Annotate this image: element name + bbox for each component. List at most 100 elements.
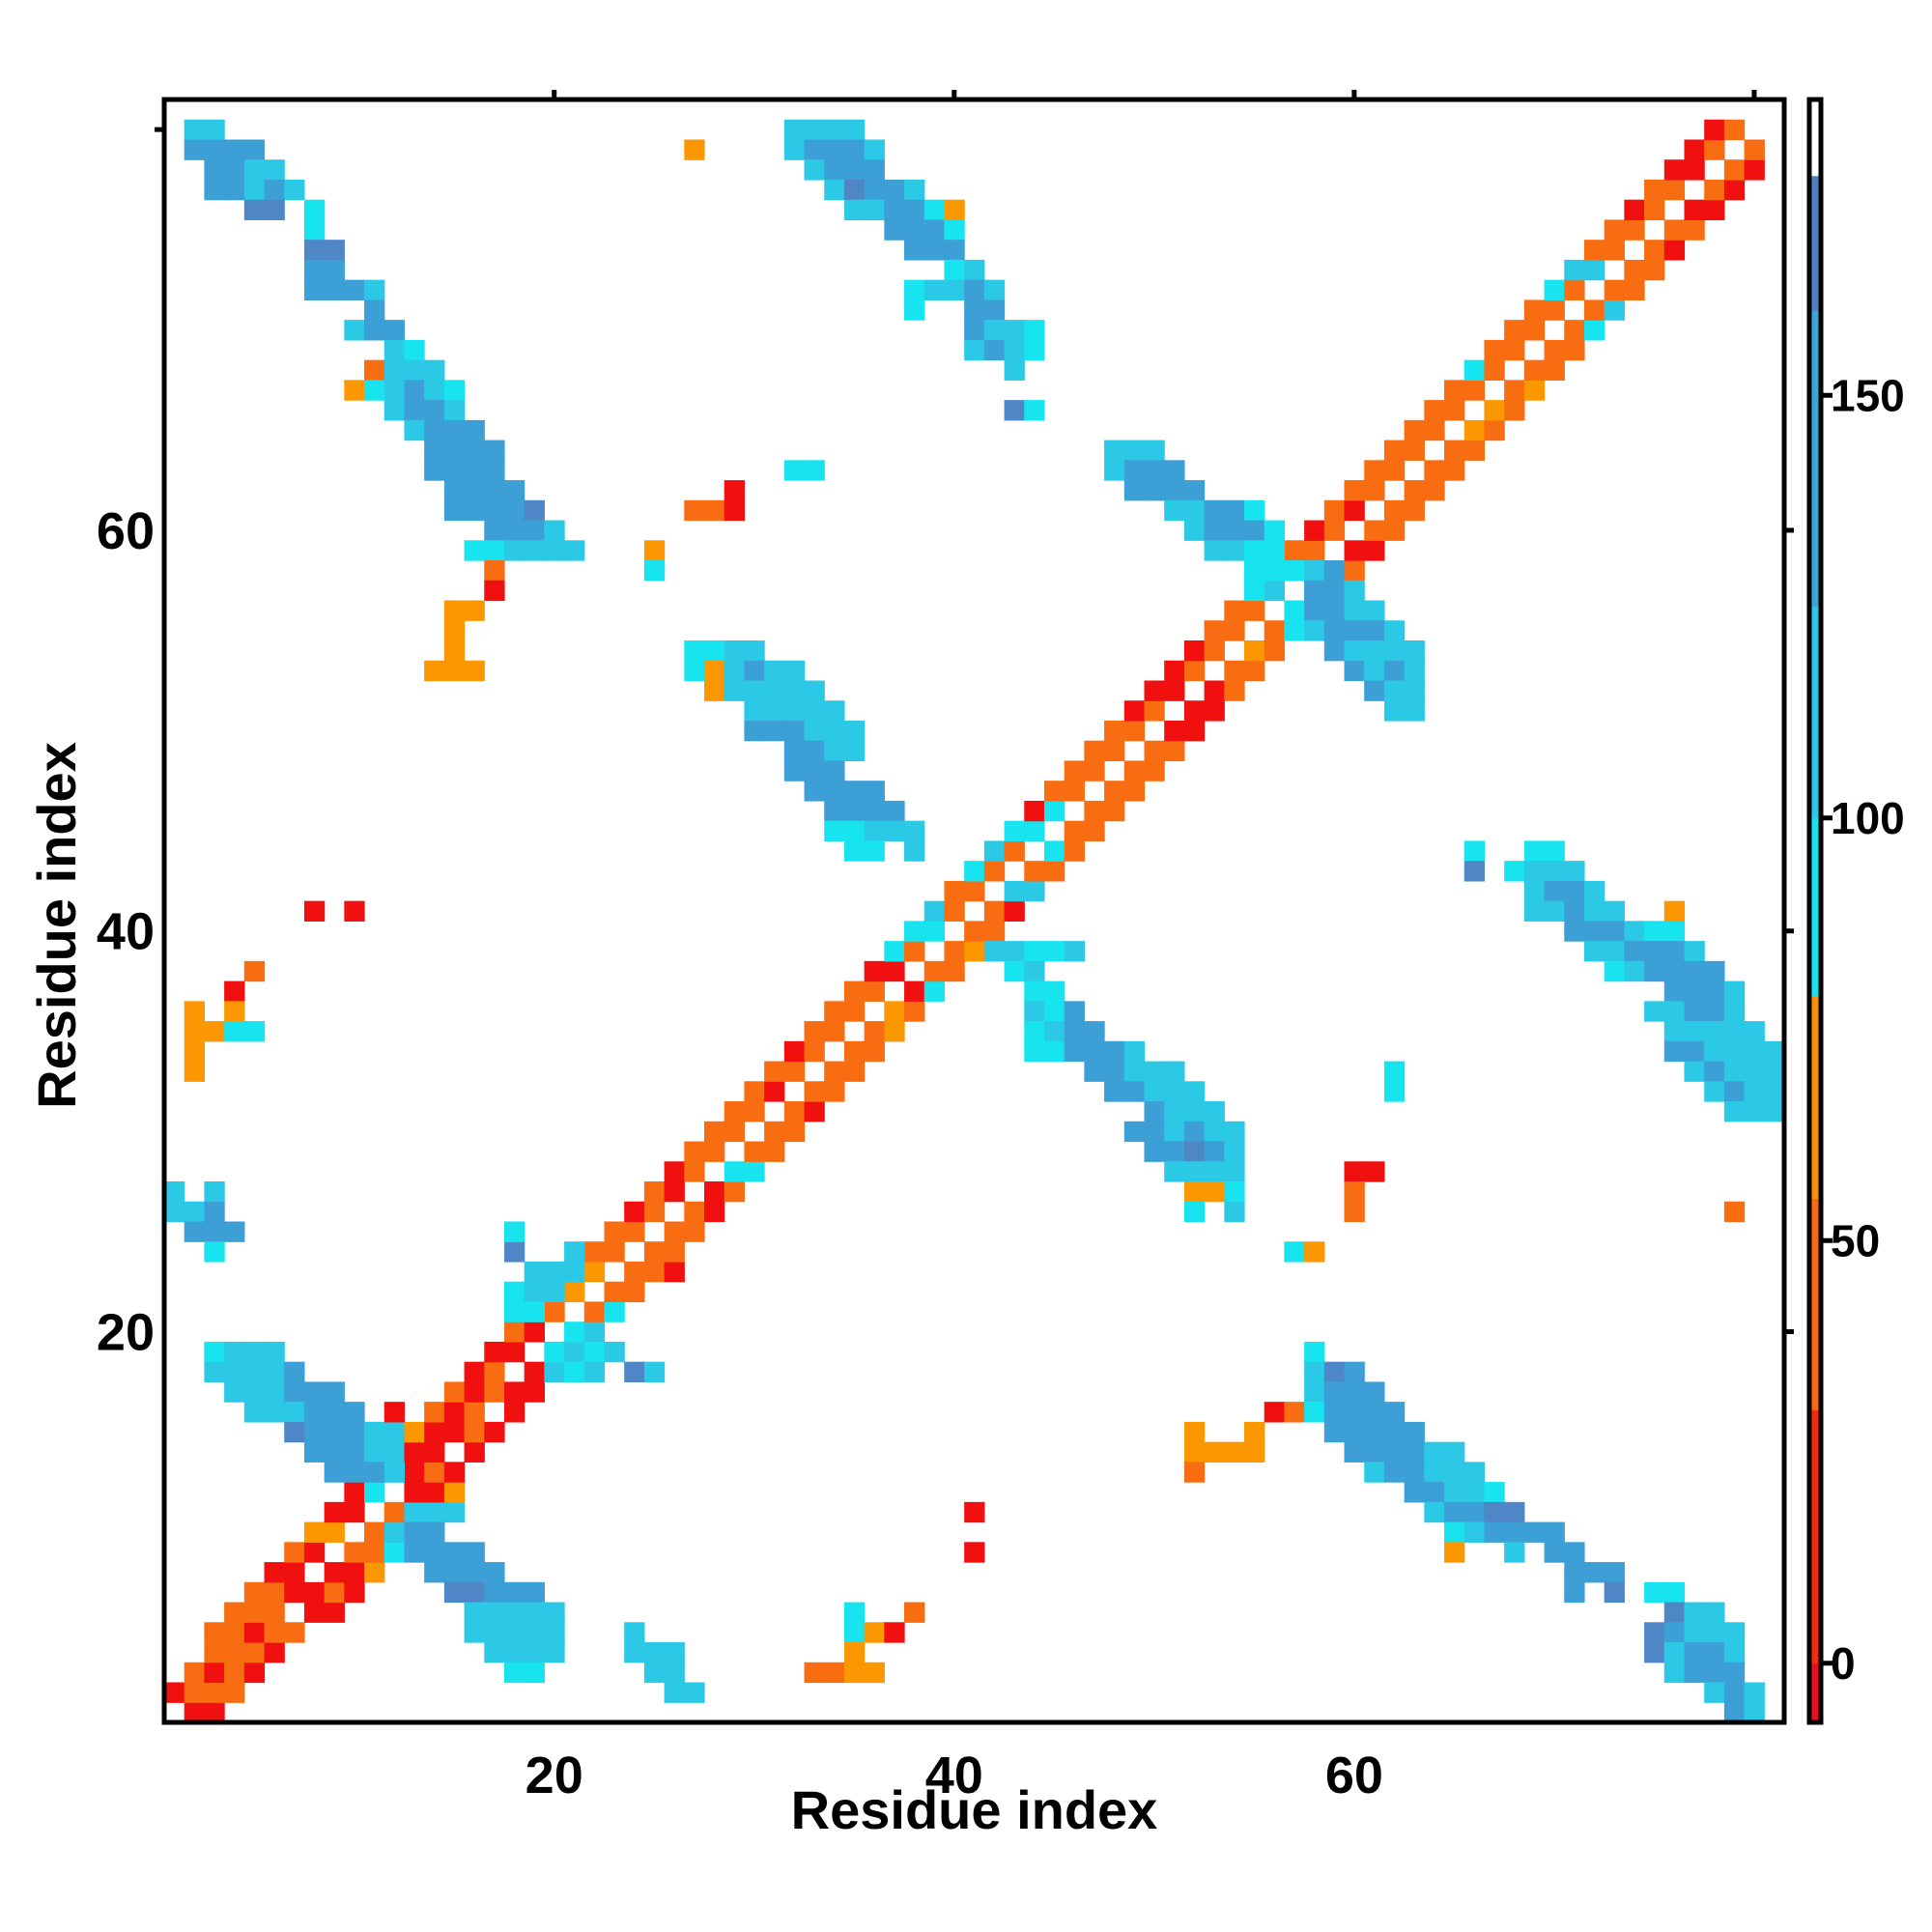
heatmap-cell bbox=[1463, 1462, 1486, 1483]
heatmap-cell bbox=[1204, 1441, 1225, 1463]
heatmap-cell bbox=[664, 1181, 685, 1203]
heatmap-cell bbox=[664, 1161, 685, 1182]
heatmap-cell bbox=[964, 880, 985, 902]
heatmap-cell bbox=[443, 1381, 466, 1403]
heatmap-cell bbox=[843, 1040, 866, 1063]
heatmap-cell bbox=[1484, 339, 1505, 361]
heatmap-cell bbox=[684, 1221, 705, 1242]
heatmap-cell bbox=[964, 1501, 985, 1523]
heatmap-cell bbox=[1024, 320, 1045, 341]
heatmap-cell bbox=[804, 460, 825, 481]
heatmap-cell bbox=[804, 1040, 825, 1063]
heatmap-cell bbox=[843, 1001, 866, 1022]
heatmap-cell bbox=[1463, 1482, 1486, 1503]
heatmap-cell bbox=[1304, 600, 1325, 621]
heatmap-cell bbox=[1004, 359, 1025, 381]
heatmap-cell bbox=[384, 1542, 406, 1563]
heatmap-cell bbox=[324, 1441, 345, 1463]
heatmap-cell bbox=[1684, 941, 1705, 962]
heatmap-cell bbox=[864, 1662, 885, 1684]
heatmap-cell bbox=[243, 960, 266, 982]
heatmap-cell bbox=[243, 1341, 266, 1363]
heatmap-cell bbox=[804, 119, 825, 141]
heatmap-cell bbox=[1744, 1682, 1765, 1703]
heatmap-cell bbox=[204, 1221, 225, 1242]
heatmap-cell bbox=[1183, 660, 1206, 682]
heatmap-cell bbox=[384, 1421, 406, 1443]
heatmap-cell bbox=[1663, 1622, 1686, 1643]
heatmap-cell bbox=[464, 419, 485, 441]
heatmap-cell bbox=[1244, 560, 1265, 582]
heatmap-cell bbox=[1684, 219, 1705, 241]
heatmap-cell bbox=[1024, 941, 1045, 962]
heatmap-cell bbox=[1123, 440, 1146, 461]
heatmap-cell bbox=[1644, 960, 1665, 982]
heatmap-cell bbox=[404, 359, 425, 381]
heatmap-cell bbox=[344, 1482, 365, 1503]
heatmap-cell bbox=[1644, 921, 1665, 942]
heatmap-cell bbox=[1663, 159, 1686, 181]
heatmap-cell bbox=[1024, 980, 1045, 1002]
heatmap-cell bbox=[424, 1462, 445, 1483]
heatmap-cell bbox=[224, 1682, 245, 1703]
heatmap-cell bbox=[544, 540, 565, 561]
heatmap-cell bbox=[443, 1402, 466, 1423]
heatmap-cell bbox=[1644, 240, 1665, 261]
heatmap-cell bbox=[524, 1662, 545, 1684]
heatmap-cell bbox=[1484, 400, 1505, 421]
heatmap-cell bbox=[724, 1121, 745, 1143]
heatmap-cell bbox=[843, 1602, 866, 1623]
heatmap-cell bbox=[923, 279, 946, 301]
heatmap-cell bbox=[484, 1642, 505, 1663]
heatmap-cell bbox=[1484, 1521, 1505, 1543]
heatmap-cell bbox=[1304, 620, 1325, 641]
heatmap-cell bbox=[904, 921, 925, 942]
heatmap-cell bbox=[204, 1361, 225, 1383]
heatmap-cell bbox=[243, 1581, 266, 1604]
heatmap-cell bbox=[503, 1581, 526, 1604]
heatmap-cell bbox=[243, 1402, 266, 1423]
heatmap-cell bbox=[764, 680, 785, 701]
heatmap-cell bbox=[1624, 219, 1645, 241]
heatmap-cell bbox=[1364, 640, 1385, 662]
heatmap-cell bbox=[1744, 159, 1765, 181]
heatmap-cell bbox=[1583, 299, 1605, 321]
heatmap-cell bbox=[1663, 921, 1686, 942]
heatmap-cell bbox=[764, 1081, 785, 1102]
heatmap-cell bbox=[1323, 1402, 1346, 1423]
heatmap-cell bbox=[1144, 1141, 1165, 1162]
heatmap-cell bbox=[764, 1061, 785, 1082]
heatmap-cell bbox=[303, 240, 326, 261]
heatmap-cell bbox=[884, 800, 905, 822]
heatmap-cell bbox=[484, 1581, 505, 1604]
heatmap-cell bbox=[1183, 720, 1206, 742]
heatmap-cell bbox=[1164, 1141, 1185, 1162]
heatmap-cell bbox=[1064, 820, 1085, 842]
heatmap-cell bbox=[744, 680, 765, 701]
heatmap-cell bbox=[604, 1221, 625, 1242]
heatmap-cell bbox=[1544, 1521, 1565, 1543]
heatmap-cell bbox=[583, 1261, 606, 1283]
heatmap-cell bbox=[1024, 400, 1045, 421]
heatmap-cell bbox=[204, 1201, 225, 1223]
heatmap-cell bbox=[1204, 680, 1225, 701]
heatmap-cell bbox=[783, 1040, 806, 1063]
heatmap-cell bbox=[544, 520, 565, 541]
heatmap-cell bbox=[384, 339, 406, 361]
colorbar-tick-label: 150 bbox=[1831, 370, 1905, 420]
heatmap-cell bbox=[1544, 880, 1565, 902]
heatmap-cell bbox=[1383, 1061, 1406, 1082]
heatmap-cell bbox=[1704, 139, 1725, 160]
heatmap-cell bbox=[1644, 1001, 1665, 1022]
heatmap-cell bbox=[1663, 179, 1686, 201]
heatmap-cell bbox=[1344, 560, 1365, 582]
heatmap-cell bbox=[1204, 520, 1225, 541]
heatmap-cell bbox=[524, 1281, 545, 1303]
heatmap-cell bbox=[404, 419, 425, 441]
heatmap-cell bbox=[204, 119, 225, 141]
heatmap-cell bbox=[944, 279, 965, 301]
y-tick-label: 40 bbox=[97, 903, 155, 961]
heatmap-cell bbox=[1084, 800, 1105, 822]
heatmap-cell bbox=[684, 660, 705, 682]
heatmap-cell bbox=[464, 1581, 485, 1604]
